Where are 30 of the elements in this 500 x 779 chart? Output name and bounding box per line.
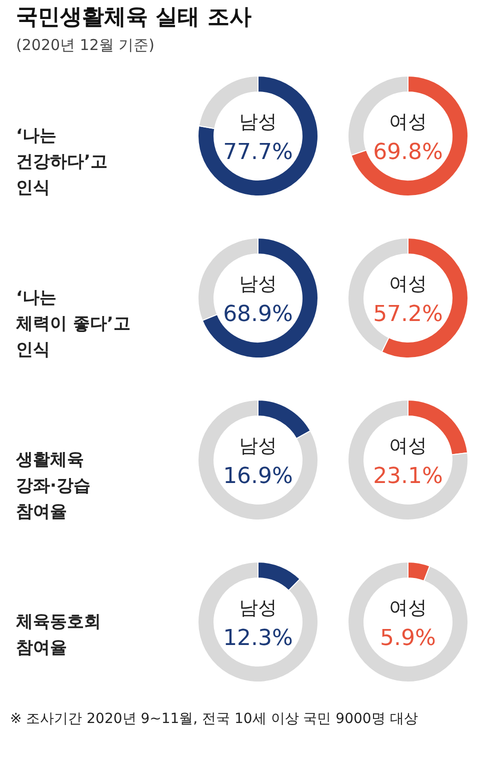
slice-label: 남성 bbox=[239, 597, 277, 619]
data-label: 12.3% bbox=[223, 626, 293, 651]
donut-slice bbox=[350, 76, 468, 196]
data-label: 5.9% bbox=[380, 626, 436, 651]
slice-label: 여성 bbox=[389, 273, 427, 295]
chart-title: 국민생활체육 실태 조사 bbox=[16, 5, 252, 30]
donut-slice bbox=[348, 400, 468, 520]
text: ※ 조사기간 2020년 9~11월, 전국 10세 이상 국민 9000명 대상 bbox=[10, 711, 418, 727]
data-label: 16.9% bbox=[223, 464, 293, 489]
slice-label: 남성 bbox=[239, 435, 277, 457]
donut-slice bbox=[198, 76, 318, 196]
chart-subtitle: (2020년 12월 기준) bbox=[16, 36, 155, 54]
donut-slice bbox=[348, 562, 468, 682]
data-label: 23.1% bbox=[373, 464, 443, 489]
data-label: 69.8% bbox=[373, 140, 443, 165]
slice-label: 남성 bbox=[239, 111, 277, 133]
donut-slice bbox=[198, 562, 318, 682]
text: ‘나는 체력이 좋다’고 인식 bbox=[15, 288, 130, 360]
text: 체육동호회 참여율 bbox=[15, 612, 101, 658]
text: 생활체육 강좌·강습 참여율 bbox=[15, 450, 90, 522]
data-label: 57.2% bbox=[373, 302, 443, 327]
data-label: 68.9% bbox=[223, 302, 293, 327]
data-label: 77.7% bbox=[223, 140, 293, 165]
slice-label: 남성 bbox=[239, 273, 277, 295]
slice-label: 여성 bbox=[389, 111, 427, 133]
text: ‘나는 건강하다’고 인식 bbox=[16, 126, 108, 198]
donut-slice bbox=[198, 400, 318, 520]
slice-label: 여성 bbox=[389, 435, 427, 457]
slice-label: 여성 bbox=[389, 597, 427, 619]
donut-slice bbox=[202, 238, 318, 358]
